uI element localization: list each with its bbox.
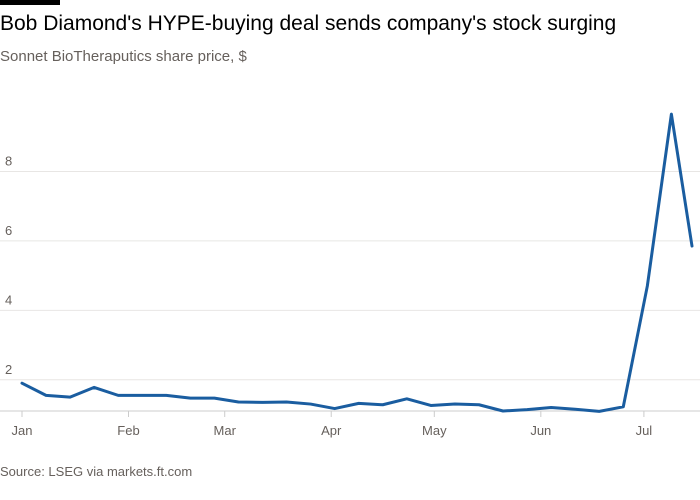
x-tick-label: Apr — [321, 423, 342, 438]
y-axis-ticks: 2 4 6 8 — [5, 153, 12, 376]
x-axis-ticks: Jan Feb Mar Apr May Jun Jul — [12, 411, 653, 438]
y-tick-label: 2 — [5, 362, 12, 377]
series-line — [20, 112, 694, 413]
chart-subtitle: Sonnet BioTheraputics share price, $ — [0, 48, 247, 65]
x-tick-label: Jul — [636, 423, 653, 438]
y-tick-label: 6 — [5, 223, 12, 238]
line-chart: 2 4 6 8 Jan Feb Mar Apr May Jun Jul — [0, 112, 700, 438]
x-tick-label: Jun — [530, 423, 551, 438]
x-tick-label: May — [422, 423, 447, 438]
source-note: Source: LSEG via markets.ft.com — [0, 464, 193, 479]
chart-title: Bob Diamond's HYPE-buying deal sends com… — [0, 12, 617, 35]
y-tick-label: 8 — [5, 153, 12, 168]
brand-bar — [0, 0, 60, 5]
x-tick-label: Jan — [12, 423, 33, 438]
x-tick-label: Feb — [117, 423, 139, 438]
series-group — [20, 112, 694, 413]
gridlines — [0, 170, 700, 381]
x-tick-label: Mar — [214, 423, 237, 438]
y-tick-label: 4 — [5, 292, 12, 307]
